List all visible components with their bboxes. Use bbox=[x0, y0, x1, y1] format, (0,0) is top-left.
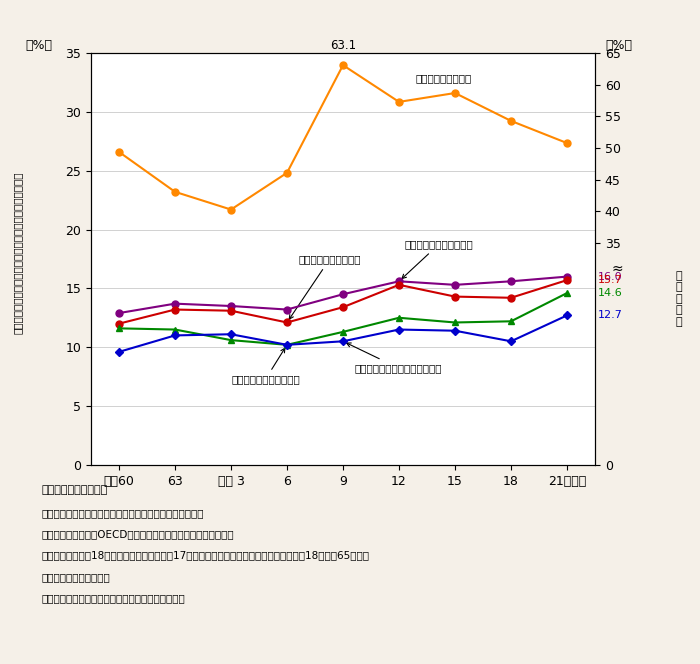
Text: 大人が一人（右軸）: 大人が一人（右軸） bbox=[416, 74, 472, 84]
Text: 16.0: 16.0 bbox=[598, 272, 622, 282]
Text: ２）貧困率は、OECDの作成基準に基づいて算出している。: ２）貧困率は、OECDの作成基準に基づいて算出している。 bbox=[42, 529, 235, 539]
Text: 15.7: 15.7 bbox=[598, 275, 622, 285]
Text: ≈: ≈ bbox=[612, 262, 624, 276]
Text: の世帯をいう。: の世帯をいう。 bbox=[42, 572, 111, 582]
Text: ３）大人とは18歳以上の者、子どもとは17歳以下の者をいい、現役世帯とは世帯主が18歳以上65歳未満: ３）大人とは18歳以上の者、子どもとは17歳以下の者をいい、現役世帯とは世帯主が… bbox=[42, 550, 370, 560]
Text: 注：１）平成６年の数値は、兵庫県を除いたものである。: 注：１）平成６年の数値は、兵庫県を除いたものである。 bbox=[42, 508, 204, 518]
Text: 子どもの貧困率（左軸）: 子どもの貧困率（左軸） bbox=[402, 239, 473, 279]
Text: 子どもがいる現役世帯（左軸）: 子どもがいる現役世帯（左軸） bbox=[346, 343, 442, 373]
Text: （%）: （%） bbox=[25, 39, 52, 52]
Text: 14.6: 14.6 bbox=[598, 288, 622, 298]
Text: 63.1: 63.1 bbox=[330, 39, 356, 52]
Text: 大
人
が
一
人: 大 人 が 一 人 bbox=[676, 271, 682, 327]
Text: 子どもがいる現役世帯・子どもの貧困率・大人が一人以上: 子どもがいる現役世帯・子どもの貧困率・大人が一人以上 bbox=[13, 171, 22, 333]
Text: 12.7: 12.7 bbox=[598, 310, 623, 321]
Text: 出典：厚生労働省調べ: 出典：厚生労働省調べ bbox=[42, 485, 108, 495]
Text: （%）: （%） bbox=[605, 39, 632, 52]
Text: 大人が二人以上（左軸）: 大人が二人以上（左軸） bbox=[231, 348, 300, 384]
Text: 相対的貧困率（左軸）: 相対的貧困率（左軸） bbox=[289, 254, 360, 319]
Text: ４）等価可処分所得金額不詳の世帯員は除く。: ４）等価可処分所得金額不詳の世帯員は除く。 bbox=[42, 593, 186, 603]
